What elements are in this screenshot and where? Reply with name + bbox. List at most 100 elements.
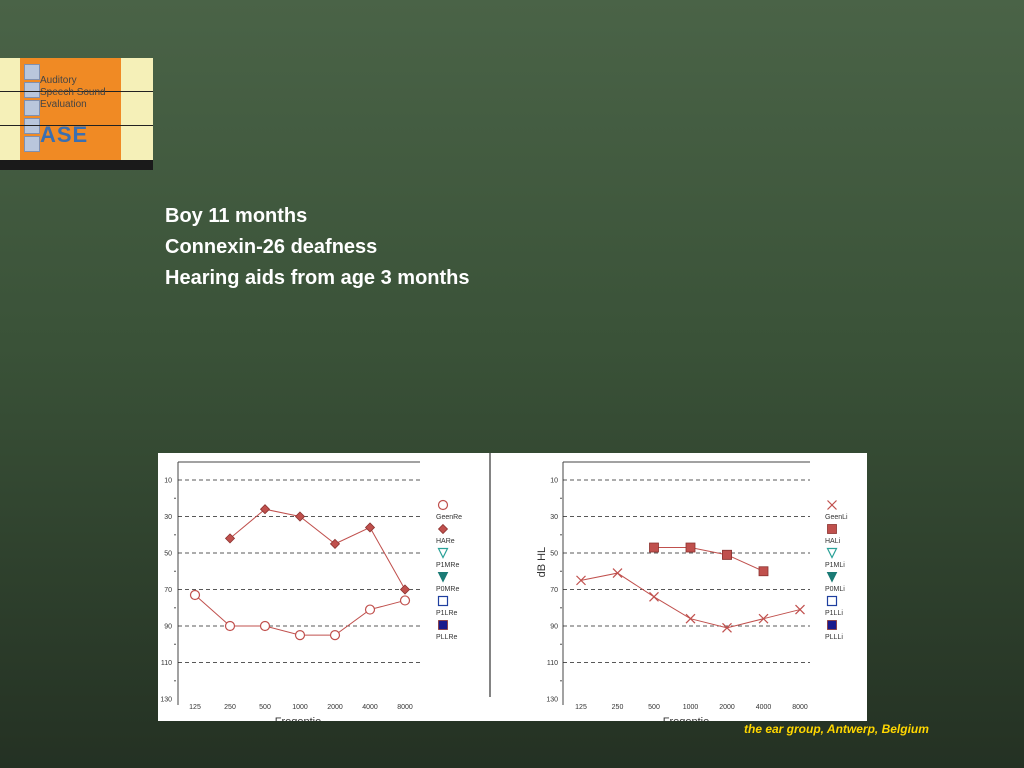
series-line-HALi-ext xyxy=(726,554,764,572)
logo-block-stack-icon xyxy=(24,64,40,154)
data-point-GeenLi xyxy=(612,568,623,578)
legend-marker xyxy=(826,572,838,583)
data-point-HARe xyxy=(294,511,306,522)
y-tick-label: 90 xyxy=(164,624,172,631)
minor-tick xyxy=(560,679,562,682)
y-axis-label: dB HL xyxy=(536,547,548,578)
x-tick-label: 125 xyxy=(575,704,587,711)
patient-diagnosis: Connexin-26 deafness xyxy=(165,236,378,258)
legend-label: HALi xyxy=(825,538,841,545)
legend-label: PLLLi xyxy=(825,634,843,641)
data-point-GeenLi xyxy=(722,622,732,633)
legend-marker xyxy=(437,499,449,511)
minor-tick xyxy=(174,606,176,609)
data-point-GeenRe xyxy=(224,620,236,632)
y-tick-label: 110 xyxy=(161,660,172,667)
x-axis-label: Freqentie xyxy=(275,716,321,721)
x-tick-label: 250 xyxy=(612,704,624,711)
y-tick-label: 110 xyxy=(547,660,558,667)
data-point-HARe xyxy=(259,504,271,515)
logo-line-2: Speech Sound xyxy=(40,87,106,98)
legend-label: PLLRe xyxy=(436,634,458,641)
data-point-HARe xyxy=(399,584,411,595)
data-point-HARe xyxy=(364,522,376,533)
legend-marker xyxy=(826,595,838,607)
legend-label: HARe xyxy=(436,538,455,545)
x-tick-label: 4000 xyxy=(756,704,772,711)
x-tick-label: 8000 xyxy=(792,704,808,711)
y-tick-label: 50 xyxy=(550,551,558,558)
audiogram-panel: 10 30 50 70 90 110 130 125 250 500 1000 2000 4000 800… xyxy=(158,453,867,721)
data-point-HARe xyxy=(329,538,341,549)
minor-tick xyxy=(560,643,562,646)
legend-marker xyxy=(437,547,449,559)
legend-label: P1MRe xyxy=(436,562,459,569)
legend-label: P1MLi xyxy=(825,562,845,569)
y-tick-label: 30 xyxy=(550,514,558,521)
data-point-GeenLi xyxy=(685,613,696,624)
minor-tick xyxy=(174,679,176,682)
data-point-GeenRe xyxy=(259,620,271,632)
data-point-HALi-ext xyxy=(722,549,732,560)
legend-label: P1LLi xyxy=(825,610,843,617)
legend-marker xyxy=(827,620,837,630)
series-line-HARe xyxy=(229,508,406,590)
x-tick-label: 4000 xyxy=(362,704,378,711)
y-tick-label: 90 xyxy=(550,624,558,631)
patient-age: Boy 11 months xyxy=(165,205,308,227)
x-axis-label: Freqentie xyxy=(663,716,709,721)
minor-tick xyxy=(174,643,176,646)
audiogram-left: 10 30 50 70 90 110 130 125 250 500 1000 2000 4000 800… xyxy=(536,461,848,721)
data-point-GeenLi xyxy=(649,591,659,602)
legend-marker xyxy=(826,547,838,559)
y-tick-label: 10 xyxy=(164,478,172,485)
legend-label: GeenRe xyxy=(436,514,462,521)
data-point-GeenRe xyxy=(364,604,376,615)
minor-tick xyxy=(560,606,562,609)
data-point-GeenRe xyxy=(189,589,201,601)
data-point-GeenLi xyxy=(576,575,586,586)
x-tick-label: 2000 xyxy=(719,704,735,711)
legend-marker xyxy=(437,523,449,535)
legend-label: P1LRe xyxy=(436,610,458,617)
logo-acronym: ASE xyxy=(40,122,89,147)
logo-line-1: Auditory xyxy=(40,75,77,86)
y-tick-label: 50 xyxy=(164,551,172,558)
x-tick-label: 8000 xyxy=(397,704,413,711)
minor-tick xyxy=(560,497,562,500)
legend-label: P0MRe xyxy=(436,586,459,593)
y-tick-label: 10 xyxy=(550,478,558,485)
x-tick-label: 2000 xyxy=(327,704,343,711)
logo-line-3: Evaluation xyxy=(40,99,87,110)
minor-tick xyxy=(174,497,176,500)
x-tick-label: 500 xyxy=(648,704,660,711)
data-point-GeenRe xyxy=(294,630,306,641)
y-tick-label: 30 xyxy=(164,514,172,521)
minor-tick xyxy=(174,533,176,536)
data-point-HALi xyxy=(685,542,696,553)
logo-text: Auditory Speech Sound Evaluation xyxy=(40,75,106,111)
audiogram-right: 10 30 50 70 90 110 130 125 250 500 1000 2000 4000 800… xyxy=(160,453,491,721)
minor-tick xyxy=(560,570,562,573)
data-point-HALi-ext xyxy=(758,566,769,577)
legend-marker xyxy=(437,595,449,607)
legend-label: P0MLi xyxy=(825,586,845,593)
x-tick-label: 250 xyxy=(224,704,236,711)
data-point-GeenLi xyxy=(758,613,769,624)
legend-marker xyxy=(827,524,837,534)
x-tick-label: 500 xyxy=(259,704,271,711)
legend-label: GeenLi xyxy=(825,514,848,521)
data-point-GeenLi xyxy=(795,604,805,615)
logo-background: Auditory Speech Sound Evaluation ASE xyxy=(0,58,153,160)
patient-info: Boy 11 months Connexin-26 deafness Heari… xyxy=(165,201,470,294)
legend-marker xyxy=(827,500,837,510)
y-tick-label: 70 xyxy=(164,587,172,594)
x-tick-label: 1000 xyxy=(683,704,699,711)
data-point-GeenRe xyxy=(329,630,341,641)
minor-tick xyxy=(560,533,562,536)
footer-credit: the ear group, Antwerp, Belgium xyxy=(744,722,929,736)
data-point-HARe xyxy=(224,533,236,544)
data-point-GeenRe xyxy=(399,595,411,606)
legend-marker xyxy=(437,572,449,583)
y-tick-label: 130 xyxy=(160,697,172,704)
